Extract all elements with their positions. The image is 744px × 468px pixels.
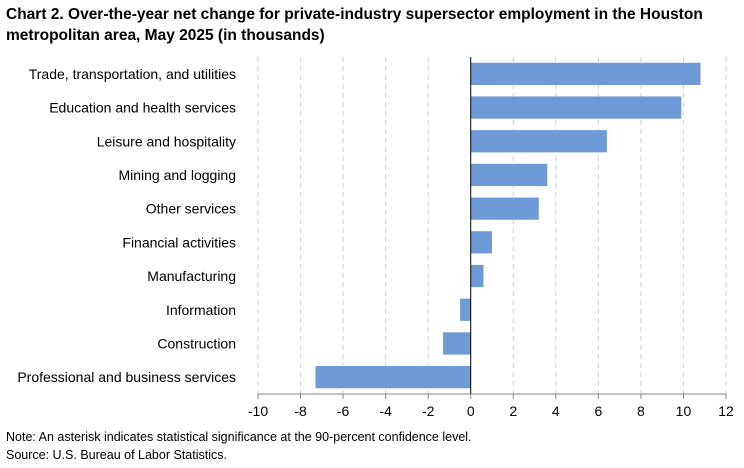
category-labels: Trade, transportation, and utilities Educ… bbox=[17, 66, 236, 385]
chart-title-line-2: metropolitan area, May 2025 (in thousand… bbox=[6, 27, 325, 44]
x-tick-label: 12 bbox=[718, 403, 734, 419]
bar-5 bbox=[470, 197, 539, 220]
x-tick-label: 4 bbox=[552, 403, 560, 419]
category-label: Manufacturing bbox=[147, 268, 236, 284]
category-label: Other services bbox=[146, 201, 236, 217]
x-tick-labels: -10 -8 -6 -4 -2 0 2 4 6 8 10 12 bbox=[248, 403, 734, 419]
bar-7 bbox=[470, 264, 484, 288]
x-tick-label: 10 bbox=[676, 403, 692, 419]
category-label: Construction bbox=[157, 335, 236, 351]
bar-4 bbox=[470, 163, 548, 187]
x-tick-label: -4 bbox=[379, 403, 392, 419]
note-text: Note: An asterisk indicates statistical … bbox=[6, 430, 472, 444]
category-label: Education and health services bbox=[49, 100, 236, 116]
bar-2 bbox=[470, 96, 682, 119]
bar-9 bbox=[443, 332, 471, 355]
x-tick-label: 8 bbox=[637, 403, 645, 419]
bar-6 bbox=[470, 231, 492, 254]
x-tick-label: 0 bbox=[467, 403, 475, 419]
bar-1 bbox=[470, 62, 701, 85]
x-tick-label: -8 bbox=[294, 403, 307, 419]
axes bbox=[257, 57, 727, 399]
chart-title-line-1: Chart 2. Over-the-year net change for pr… bbox=[6, 6, 703, 23]
source-text: Source: U.S. Bureau of Labor Statistics. bbox=[6, 448, 227, 462]
bar-3 bbox=[470, 130, 607, 153]
x-tick-label: 6 bbox=[594, 403, 602, 419]
category-label: Professional and business services bbox=[17, 369, 236, 385]
category-label: Mining and logging bbox=[118, 167, 236, 183]
category-label: Trade, transportation, and utilities bbox=[29, 66, 236, 82]
footnotes: Note: An asterisk indicates statistical … bbox=[6, 428, 472, 464]
category-label: Information bbox=[166, 302, 236, 318]
category-label: Financial activities bbox=[122, 234, 236, 250]
x-tick-label: 2 bbox=[509, 403, 517, 419]
bars bbox=[315, 62, 701, 389]
chart-title: Chart 2. Over-the-year net change for pr… bbox=[6, 4, 738, 46]
x-tick-label: -6 bbox=[337, 403, 350, 419]
category-label: Leisure and hospitality bbox=[97, 133, 236, 149]
bar-10 bbox=[315, 366, 471, 389]
x-tick-label: -2 bbox=[422, 403, 435, 419]
bar-8 bbox=[460, 298, 471, 321]
x-tick-label: -10 bbox=[248, 403, 268, 419]
